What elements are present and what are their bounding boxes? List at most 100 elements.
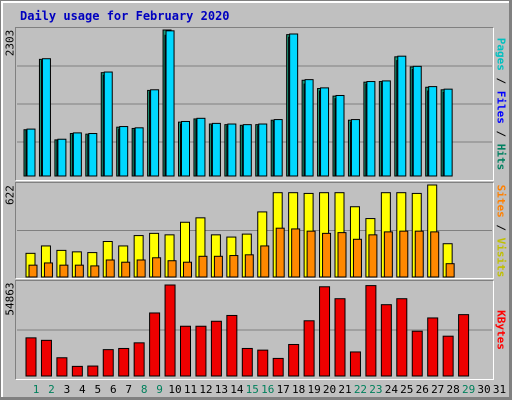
kbytes-bar: [257, 349, 269, 377]
sites-bar: [74, 264, 84, 278]
day-label: 1: [33, 383, 40, 396]
day-label: 21: [338, 383, 351, 396]
day-label: 29: [462, 383, 475, 396]
pages-bar: [273, 119, 283, 177]
sites-bar: [322, 232, 332, 278]
day-label: 27: [431, 383, 444, 396]
sites-bar: [213, 255, 223, 278]
pages-bar: [289, 33, 299, 177]
kbytes-bar: [195, 325, 207, 377]
day-label: 3: [64, 383, 71, 396]
day-label: 14: [230, 383, 244, 396]
kbytes-bar: [180, 325, 191, 377]
day-label: 6: [110, 383, 117, 396]
pages-bar: [443, 88, 453, 177]
kbytes-bar: [396, 298, 408, 377]
pages-bar: [381, 80, 391, 177]
kbytes-bar: [87, 365, 99, 377]
kbytes-bar: [118, 347, 130, 377]
pages-bar: [119, 126, 129, 177]
kbytes-bar: [319, 286, 331, 377]
kbytes-bar: [303, 320, 315, 377]
sites-bar: [244, 254, 254, 278]
sites-bar: [198, 255, 208, 278]
day-label: 5: [94, 383, 101, 396]
day-label: 9: [156, 383, 163, 396]
kbytes-bar: [164, 284, 176, 377]
kbytes-bar: [349, 351, 361, 377]
pages-bar: [304, 79, 314, 177]
kbytes-bar: [149, 312, 161, 377]
pages-bar: [211, 122, 221, 177]
sites-bar: [90, 265, 100, 278]
sites-bar: [43, 262, 53, 278]
kbytes-bar: [40, 339, 52, 377]
day-label: 26: [416, 383, 429, 396]
sites-bar: [105, 259, 115, 278]
kbytes-bar: [334, 298, 346, 377]
sites-bar: [229, 255, 239, 278]
sites-bar: [291, 228, 301, 278]
day-label: 28: [447, 383, 460, 396]
kbytes-bar: [380, 304, 392, 377]
sites-bar: [414, 230, 424, 278]
pages-bar: [181, 120, 190, 177]
day-label: 31: [493, 383, 506, 396]
day-label: 12: [199, 383, 212, 396]
pages-bar: [134, 127, 144, 177]
day-label: 13: [215, 383, 228, 396]
pages-bar: [227, 123, 237, 177]
day-label: 23: [369, 383, 382, 396]
sites-bar: [260, 245, 270, 278]
sites-bar: [399, 230, 409, 278]
pages-bar: [72, 132, 82, 177]
day-label: 8: [141, 383, 148, 396]
pages-bar: [335, 94, 345, 177]
day-label: 4: [79, 383, 86, 396]
sites-bar: [352, 238, 362, 278]
day-label: 2: [48, 383, 55, 396]
sites-bar: [183, 261, 192, 278]
day-label: 11: [184, 383, 197, 396]
day-label: 10: [168, 383, 181, 396]
day-label: 18: [292, 383, 305, 396]
kbytes-bar: [272, 357, 284, 377]
pages-bar: [350, 119, 360, 177]
day-label: 15: [246, 383, 259, 396]
sites-bar: [152, 257, 162, 278]
day-label: 7: [125, 383, 132, 396]
kbytes-bar: [427, 317, 439, 377]
sites-bar: [445, 263, 455, 278]
sites-bar: [167, 260, 177, 278]
sites-bar: [383, 231, 393, 278]
kbytes-bar: [102, 349, 114, 377]
sites-bar: [136, 259, 146, 278]
pages-bar: [150, 89, 160, 177]
sites-bar: [306, 230, 316, 278]
day-label: 30: [477, 383, 490, 396]
pages-bar: [242, 124, 252, 177]
day-label: 25: [400, 383, 413, 396]
kbytes-bar: [365, 285, 377, 377]
kbytes-bar: [56, 357, 68, 377]
day-label: 19: [307, 383, 320, 396]
pages-bar: [165, 30, 175, 177]
day-label: 16: [261, 383, 274, 396]
pages-bar: [397, 55, 407, 177]
kbytes-bar: [226, 314, 238, 377]
kbytes-bar: [25, 337, 37, 377]
pages-bar: [88, 133, 98, 177]
kbytes-bar: [241, 347, 253, 377]
pages-bar: [366, 81, 376, 177]
pages-bar: [41, 58, 51, 177]
kbytes-bar: [458, 314, 470, 377]
sites-bar: [368, 234, 378, 278]
day-label: 20: [323, 383, 336, 396]
pages-bar: [428, 86, 438, 177]
pages-bar: [103, 71, 113, 177]
sites-bar: [337, 232, 347, 278]
sites-bar: [59, 264, 69, 278]
pages-bar: [196, 117, 206, 177]
kbytes-bar: [442, 335, 454, 377]
